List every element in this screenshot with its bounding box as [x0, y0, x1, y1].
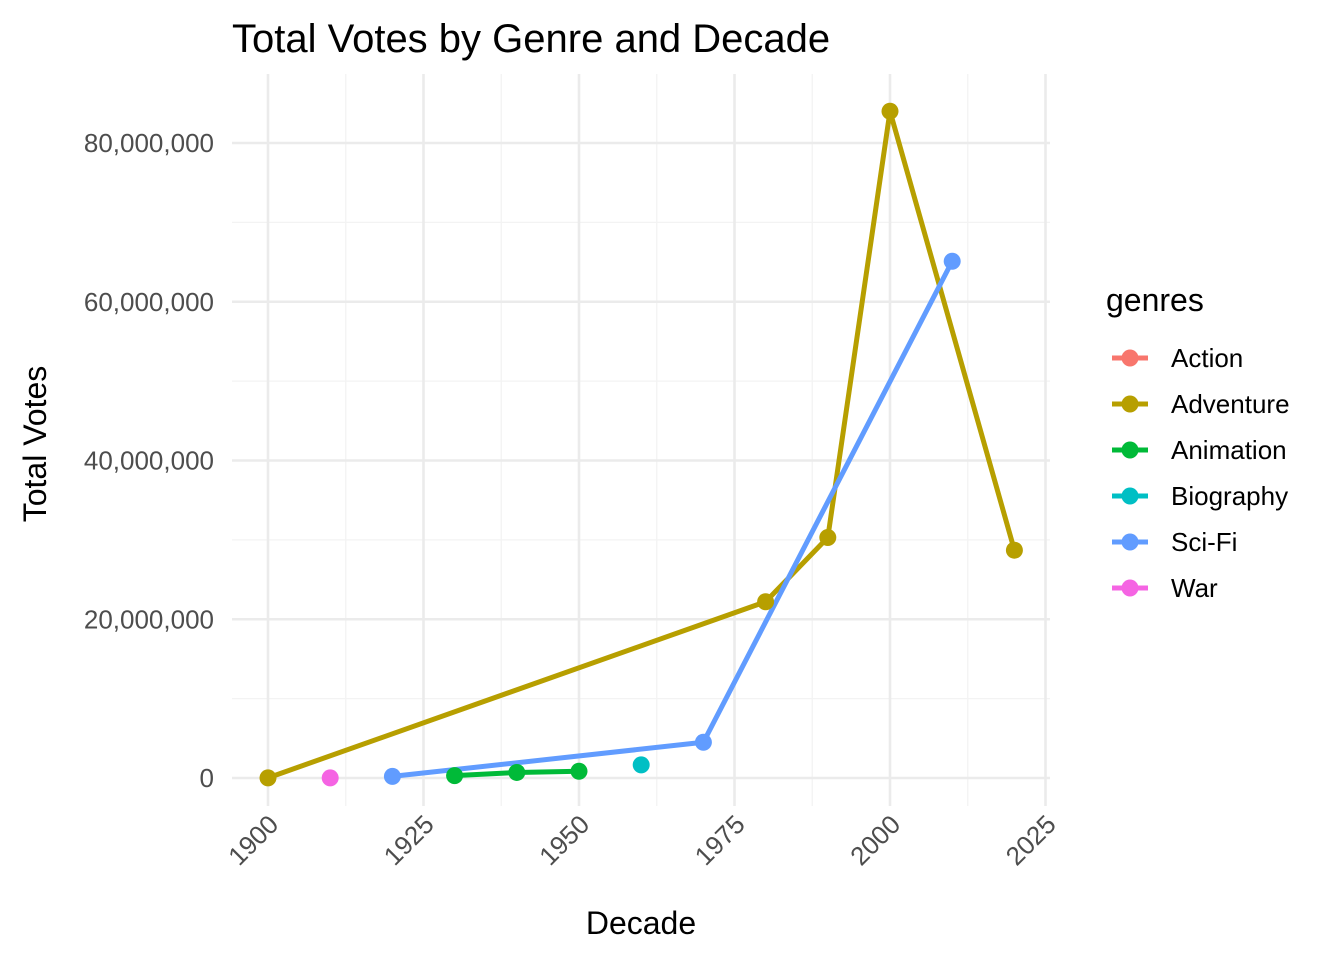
x-tick-label: 1950	[533, 809, 595, 871]
x-tick-label: 1925	[378, 809, 440, 871]
data-point-adventure	[819, 528, 837, 546]
legend-item-action: Action	[1112, 343, 1243, 373]
legend-item-war: War	[1112, 573, 1218, 603]
series-line-adventure	[267, 108, 1017, 781]
data-point-sci-fi	[383, 767, 401, 785]
x-axis-title: Decade	[586, 905, 696, 941]
legend-item-biography: Biography	[1112, 481, 1288, 511]
legend-item-animation: Animation	[1112, 435, 1287, 465]
legend-label: Sci-Fi	[1171, 527, 1237, 557]
legend-item-sci-fi: Sci-Fi	[1112, 527, 1237, 557]
y-tick-label: 40,000,000	[84, 446, 214, 476]
x-axis-tick-labels: 1900 1925 1950 1975 2000 2025	[222, 809, 1062, 871]
legend-label: Animation	[1171, 435, 1287, 465]
x-tick-label: 1900	[222, 809, 284, 871]
legend-label: Action	[1171, 343, 1243, 373]
y-tick-label: 80,000,000	[84, 128, 214, 158]
y-tick-label: 60,000,000	[84, 287, 214, 317]
series-layer	[259, 102, 1023, 787]
data-point-adventure	[1005, 541, 1023, 559]
data-point-biography	[632, 756, 650, 774]
chart-title: Total Votes by Genre and Decade	[232, 17, 830, 61]
legend-key-point	[1121, 487, 1139, 505]
y-tick-label: 0	[200, 763, 214, 793]
data-point-animation	[446, 767, 464, 785]
data-point-animation	[508, 763, 526, 781]
grid-lines	[232, 74, 1050, 806]
legend: genres Action Adventure Animation Biography…	[1106, 282, 1290, 603]
x-tick-label: 1975	[689, 809, 751, 871]
legend-key-point	[1121, 533, 1139, 551]
legend-label: War	[1171, 573, 1218, 603]
data-point-adventure	[757, 593, 775, 611]
legend-title: genres	[1106, 282, 1204, 318]
x-tick-label: 2000	[844, 809, 906, 871]
plot-panel	[232, 74, 1050, 806]
y-axis-tick-labels: 0 20,000,000 40,000,000 60,000,000 80,000,00…	[84, 128, 214, 793]
data-point-war	[321, 769, 339, 787]
legend-label: Adventure	[1171, 389, 1290, 419]
data-point-sci-fi	[943, 252, 961, 270]
data-point-adventure	[259, 769, 277, 787]
legend-items: Action Adventure Animation Biography Sci-Fi W…	[1112, 343, 1290, 603]
data-point-animation	[570, 762, 588, 780]
legend-key-point	[1121, 579, 1139, 597]
x-tick-label: 2025	[1000, 809, 1062, 871]
legend-key-point	[1121, 395, 1139, 413]
legend-item-adventure: Adventure	[1112, 389, 1290, 419]
legend-key-point	[1121, 349, 1139, 367]
legend-key-point	[1121, 441, 1139, 459]
legend-label: Biography	[1171, 481, 1288, 511]
y-axis-title: Total Votes	[17, 366, 53, 523]
data-point-adventure	[881, 102, 899, 120]
data-point-sci-fi	[694, 733, 712, 751]
y-tick-label: 20,000,000	[84, 604, 214, 634]
